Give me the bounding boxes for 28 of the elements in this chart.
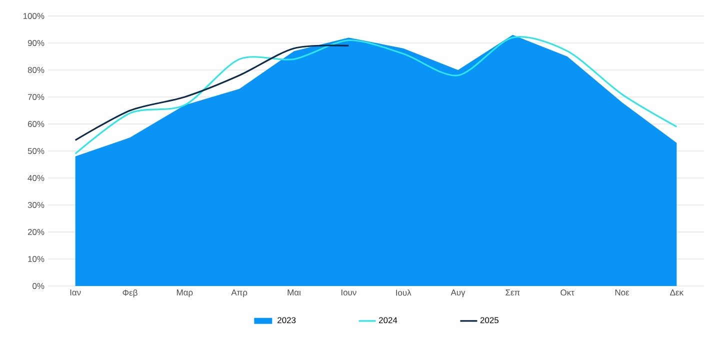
y-tick-label: 50% <box>28 148 44 154</box>
x-tick-label: Νοε <box>615 290 630 296</box>
y-tick-label: 60% <box>28 121 44 127</box>
legend-label: 2024 <box>379 317 398 324</box>
x-tick-label: Ιουν <box>341 290 356 296</box>
y-tick-label: 0% <box>32 283 44 289</box>
x-tick-label: Ιαν <box>70 290 81 296</box>
y-tick-label: 40% <box>28 175 44 181</box>
y-tick-label: 100% <box>23 13 44 19</box>
x-tick-label: Ιουλ <box>396 290 412 296</box>
x-tick-label: Μαρ <box>176 290 193 298</box>
x-tick-label: Φεβ <box>122 290 138 298</box>
y-tick-label: 90% <box>28 40 44 46</box>
x-tick-label: Μαι <box>288 290 301 296</box>
y-tick-label: 80% <box>28 67 44 73</box>
legend-label: 2023 <box>278 317 296 324</box>
y-tick-label: 10% <box>28 256 44 262</box>
line-series <box>74 36 678 154</box>
x-tick-label: Σεπ <box>506 290 520 296</box>
legend-label: 2025 <box>480 317 498 324</box>
y-tick-label: 70% <box>28 94 44 100</box>
line-series <box>74 44 350 141</box>
x-tick-label: Οκτ <box>560 290 574 296</box>
y-tick-label: 20% <box>28 229 44 235</box>
x-tick-label: Απρ <box>231 290 248 298</box>
y-tick-label: 30% <box>28 202 44 208</box>
x-tick-label: Αυγ <box>450 290 466 298</box>
x-tick-label: Δεκ <box>670 290 684 296</box>
